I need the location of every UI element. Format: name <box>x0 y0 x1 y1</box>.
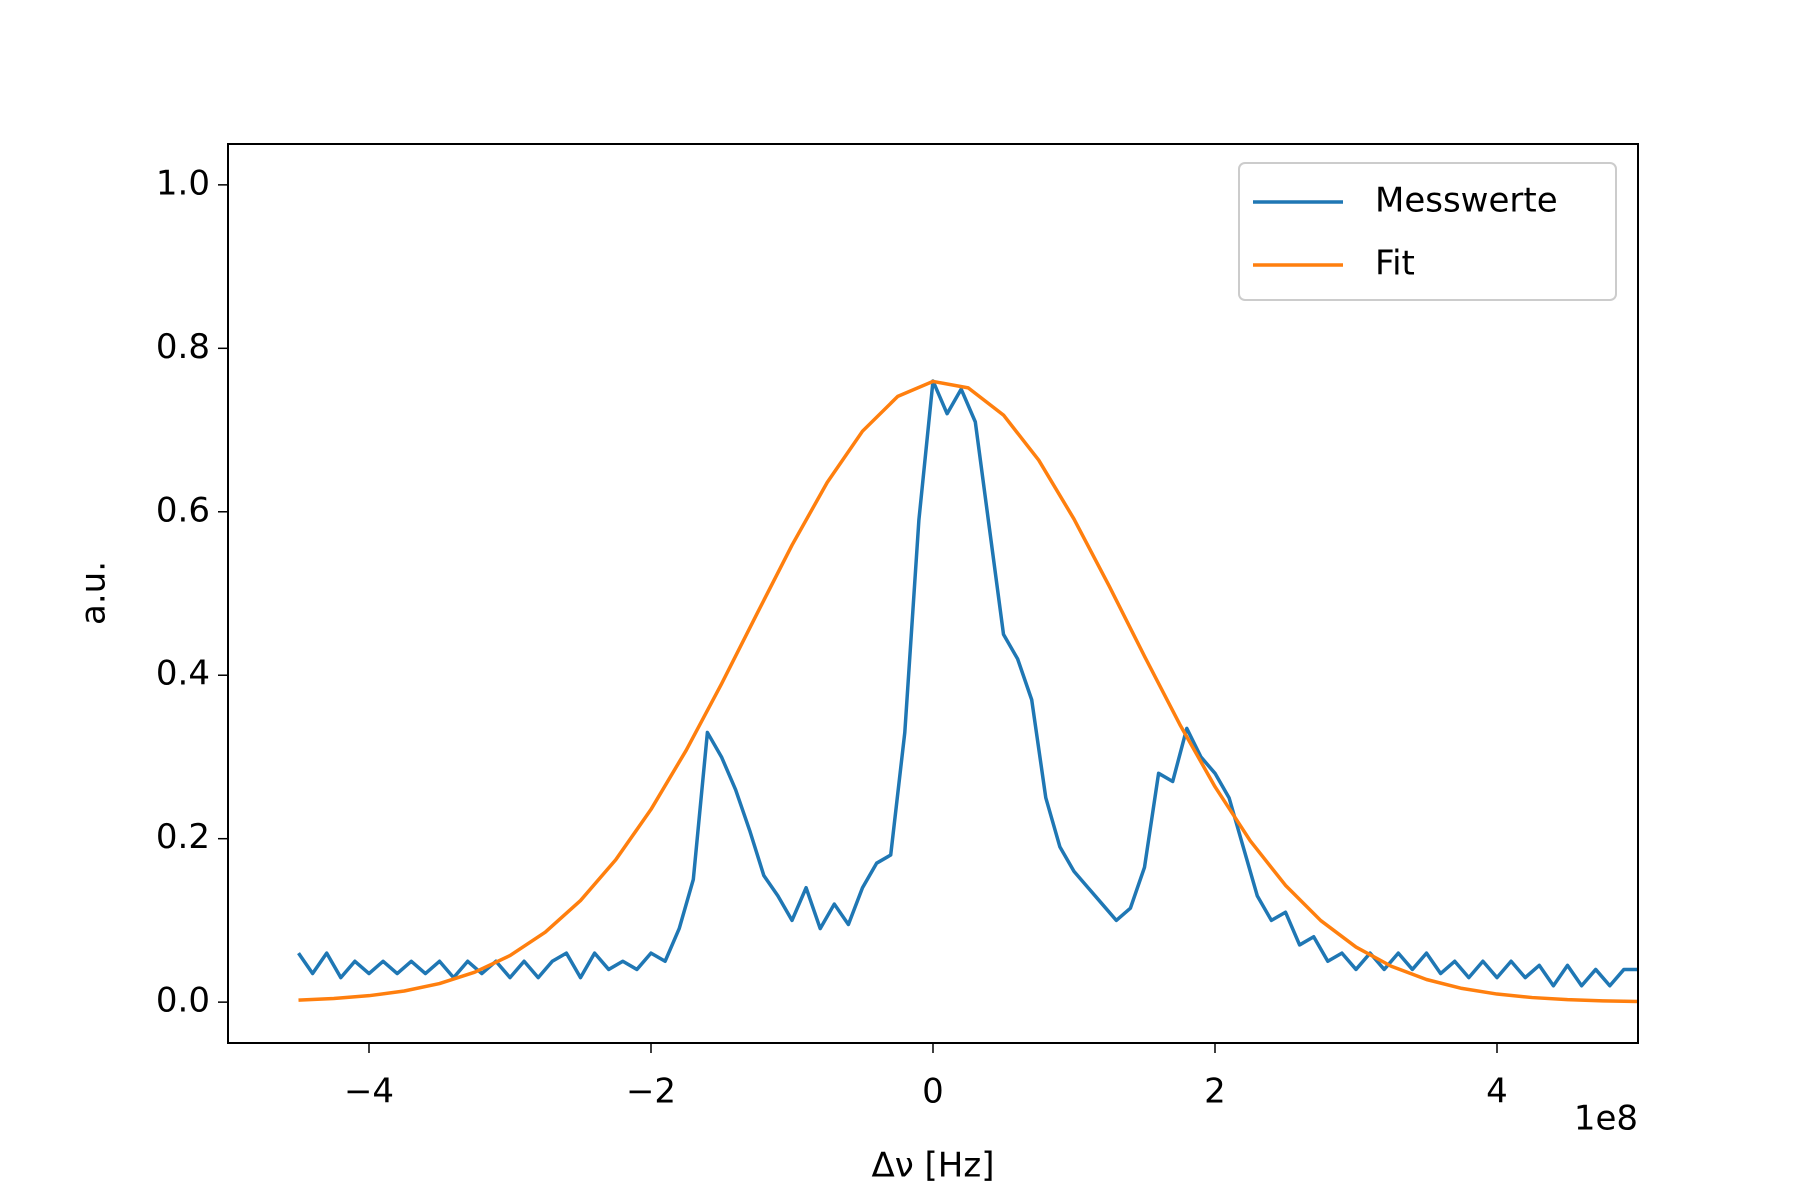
x-tick-label: 4 <box>1486 1072 1508 1112</box>
y-tick-label: 0.2 <box>156 817 210 857</box>
x-tick-label: −2 <box>626 1072 676 1112</box>
x-tick-label: 2 <box>1204 1072 1226 1112</box>
y-tick-label: 0.8 <box>156 327 210 367</box>
legend-label: Fit <box>1375 244 1415 284</box>
x-tick-label: −4 <box>344 1072 394 1112</box>
y-tick-label: 0.6 <box>156 490 210 530</box>
y-tick-label: 0.4 <box>156 654 210 694</box>
x-offset-label: 1e8 <box>1574 1099 1638 1139</box>
y-tick-label: 1.0 <box>156 163 210 203</box>
y-tick-label: 0.0 <box>156 981 210 1021</box>
x-tick-label: 0 <box>922 1072 944 1112</box>
data-line <box>298 379 1639 1004</box>
plot-frame <box>227 143 1639 1044</box>
legend-label: Messwerte <box>1375 181 1558 221</box>
data-line <box>297 379 1638 988</box>
y-axis-label: a.u. <box>74 561 114 625</box>
x-axis-label: Δν [Hz] <box>871 1146 994 1186</box>
